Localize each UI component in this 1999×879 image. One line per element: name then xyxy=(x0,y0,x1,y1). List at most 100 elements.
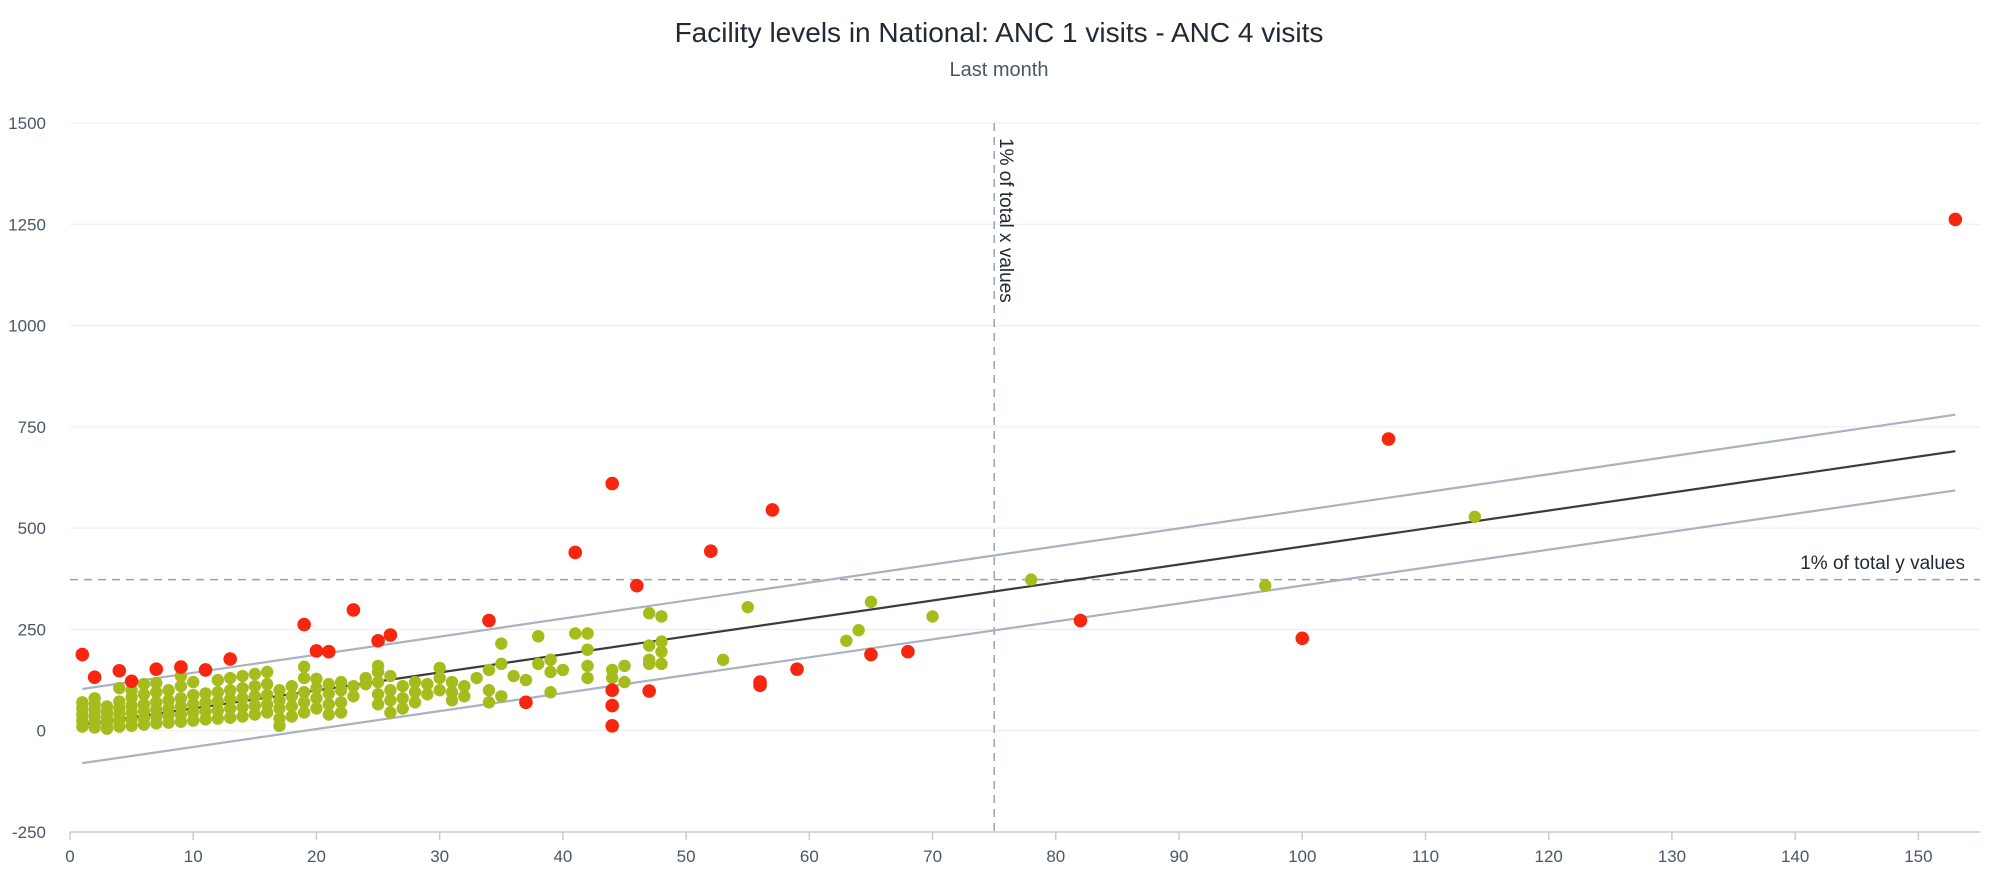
x-tick-label: 150 xyxy=(1904,847,1932,866)
normal-point xyxy=(211,686,225,699)
normal-point xyxy=(482,663,496,677)
normal-point xyxy=(618,659,631,673)
normal-point xyxy=(642,653,656,667)
normal-point xyxy=(642,607,656,620)
normal-point xyxy=(655,657,668,671)
outlier-point xyxy=(568,545,583,560)
normal-point xyxy=(297,671,311,685)
x-tick-label: 10 xyxy=(184,847,203,866)
normal-point xyxy=(322,677,335,691)
outlier-point xyxy=(87,670,102,685)
y-tick-label: 1500 xyxy=(8,114,46,133)
outlier-point xyxy=(321,644,336,659)
normal-point xyxy=(285,700,299,713)
normal-point xyxy=(618,675,631,689)
normal-point xyxy=(297,660,311,673)
normal-point xyxy=(334,675,348,689)
normal-point xyxy=(273,684,286,697)
outlier-point xyxy=(1948,212,1963,227)
normal-point xyxy=(544,653,557,667)
normal-point xyxy=(248,708,262,721)
y-tick-label: 1000 xyxy=(8,317,46,336)
normal-point xyxy=(236,701,249,714)
normal-point xyxy=(864,595,878,609)
normal-point xyxy=(137,698,151,711)
normal-point xyxy=(236,681,249,695)
normal-point xyxy=(384,694,397,707)
normal-point xyxy=(1259,579,1272,592)
normal-point xyxy=(655,635,668,648)
normal-point xyxy=(433,671,446,685)
normal-point xyxy=(507,669,520,683)
normal-point xyxy=(260,677,274,691)
normal-point xyxy=(741,600,754,614)
normal-point xyxy=(470,671,483,685)
normal-point xyxy=(88,692,101,705)
normal-point xyxy=(297,706,311,719)
normal-point xyxy=(458,679,471,693)
normal-point xyxy=(581,671,594,685)
normal-point xyxy=(433,684,446,697)
outlier-point xyxy=(765,503,780,517)
x-tick-label: 110 xyxy=(1412,847,1439,866)
normal-point xyxy=(150,676,163,690)
outlier-point xyxy=(346,603,361,617)
outlier-point xyxy=(383,628,398,642)
x-tick-label: 30 xyxy=(430,847,449,866)
normal-point xyxy=(187,688,200,702)
grid-layer xyxy=(70,122,1980,732)
normal-point xyxy=(384,669,397,683)
normal-point xyxy=(285,679,299,693)
y-tick-label: 250 xyxy=(18,620,46,639)
normal-point xyxy=(248,690,262,703)
outlier-point xyxy=(790,662,804,676)
normal-point xyxy=(482,696,496,709)
normal-point xyxy=(285,710,299,723)
normal-point xyxy=(260,665,274,679)
y-tick-label: 1250 xyxy=(8,215,46,234)
normal-point xyxy=(840,634,853,647)
normal-point xyxy=(100,700,114,713)
normal-point xyxy=(223,711,237,724)
normal-point xyxy=(137,677,151,691)
normal-point xyxy=(926,610,939,623)
outlier-point xyxy=(605,476,619,491)
normal-point xyxy=(174,692,188,705)
normal-point xyxy=(199,687,212,700)
normal-point xyxy=(322,708,335,721)
normal-point xyxy=(569,627,582,640)
y-tick-label: 500 xyxy=(18,519,46,538)
normal-point xyxy=(162,694,175,707)
normal-point xyxy=(495,690,508,703)
normal-point xyxy=(421,677,434,691)
normal-point xyxy=(371,688,385,701)
normal-point xyxy=(150,686,163,699)
normal-point xyxy=(716,653,730,667)
normal-point xyxy=(371,698,385,711)
outlier-point xyxy=(124,674,139,689)
normal-point xyxy=(384,706,397,719)
normal-point xyxy=(310,702,323,715)
normal-point xyxy=(581,627,594,640)
normal-point xyxy=(495,657,508,671)
normal-point xyxy=(445,686,459,699)
normal-point xyxy=(273,694,286,707)
normal-point xyxy=(532,657,545,671)
outlier-point xyxy=(519,695,533,710)
x-tick-label: 20 xyxy=(307,847,326,866)
normal-point xyxy=(581,643,594,656)
normal-point xyxy=(532,630,545,643)
lower-band-line xyxy=(82,489,1956,765)
normal-point xyxy=(544,665,557,679)
outlier-point xyxy=(605,719,619,733)
normal-point xyxy=(297,696,311,709)
normal-point xyxy=(260,688,274,702)
normal-point xyxy=(76,696,89,709)
normal-point xyxy=(519,673,533,687)
outlier-point xyxy=(223,652,237,666)
x-tick-label: 0 xyxy=(65,847,74,866)
normal-point xyxy=(482,684,496,697)
outlier-point xyxy=(864,647,878,662)
normal-point xyxy=(408,696,422,709)
outlier-point xyxy=(198,663,213,677)
